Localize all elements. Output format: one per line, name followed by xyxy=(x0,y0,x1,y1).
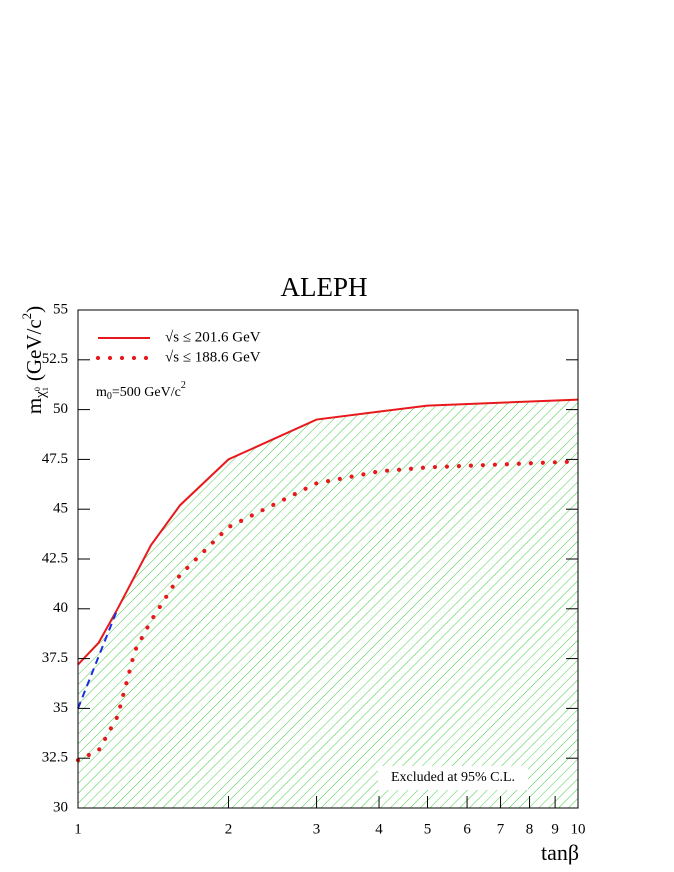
excluded-area xyxy=(78,399,578,808)
legend-label: √s ≤ 188.6 GeV xyxy=(165,349,261,365)
annotation: m0=500 GeV/c2 xyxy=(96,380,186,402)
y-tick-label: 52.5 xyxy=(42,351,68,367)
series-line xyxy=(75,459,581,763)
x-tick-label: 2 xyxy=(225,821,233,837)
y-axis-label: mχ10 (GeV/c2) xyxy=(19,306,50,414)
y-tick-label: 30 xyxy=(53,799,68,815)
x-axis-label: tanβ xyxy=(541,840,579,865)
series-line xyxy=(77,398,579,666)
x-tick-label: 6 xyxy=(463,821,471,837)
y-tick-label: 37.5 xyxy=(42,650,68,666)
y-label-sub: χ xyxy=(33,391,49,399)
y-label-close: ) xyxy=(22,306,46,313)
y-label-symbol: m xyxy=(22,398,46,414)
annotation-bg xyxy=(378,766,528,790)
y-tick-label: 55 xyxy=(53,301,68,317)
annotation-part: 0 xyxy=(107,391,112,402)
chart-title: ALEPH xyxy=(281,272,368,302)
x-tick-label: 8 xyxy=(526,821,534,837)
y-label-unit: (GeV/c xyxy=(22,319,46,381)
x-tick-label: 3 xyxy=(313,821,321,837)
x-tick-label: 5 xyxy=(424,821,432,837)
y-label-subsup: 0 xyxy=(33,387,42,391)
y-tick-label: 35 xyxy=(53,700,68,716)
y-label-power: 2 xyxy=(19,313,34,320)
y-tick-label: 32.5 xyxy=(42,750,68,766)
annotation-part: 2 xyxy=(181,380,186,391)
x-tick-label: 10 xyxy=(571,821,586,837)
y-label-subsub: 1 xyxy=(41,387,50,391)
annotation-part: m xyxy=(96,385,107,400)
x-tick-label: 4 xyxy=(375,821,383,837)
x-tick-label: 1 xyxy=(74,821,82,837)
x-tick-label: 7 xyxy=(497,821,505,837)
y-tick-label: 45 xyxy=(53,501,68,517)
series-line xyxy=(77,608,119,709)
y-tick-label: 47.5 xyxy=(42,451,68,467)
annotation: Excluded at 95% C.L. xyxy=(391,770,515,785)
x-tick-label: 9 xyxy=(551,821,559,837)
y-tick-label: 40 xyxy=(53,600,68,616)
y-tick-label: 42.5 xyxy=(42,550,68,566)
legend-label: √s ≤ 201.6 GeV xyxy=(165,329,261,345)
annotation-part: =500 GeV/c xyxy=(112,385,181,400)
y-tick-label: 50 xyxy=(53,401,68,417)
